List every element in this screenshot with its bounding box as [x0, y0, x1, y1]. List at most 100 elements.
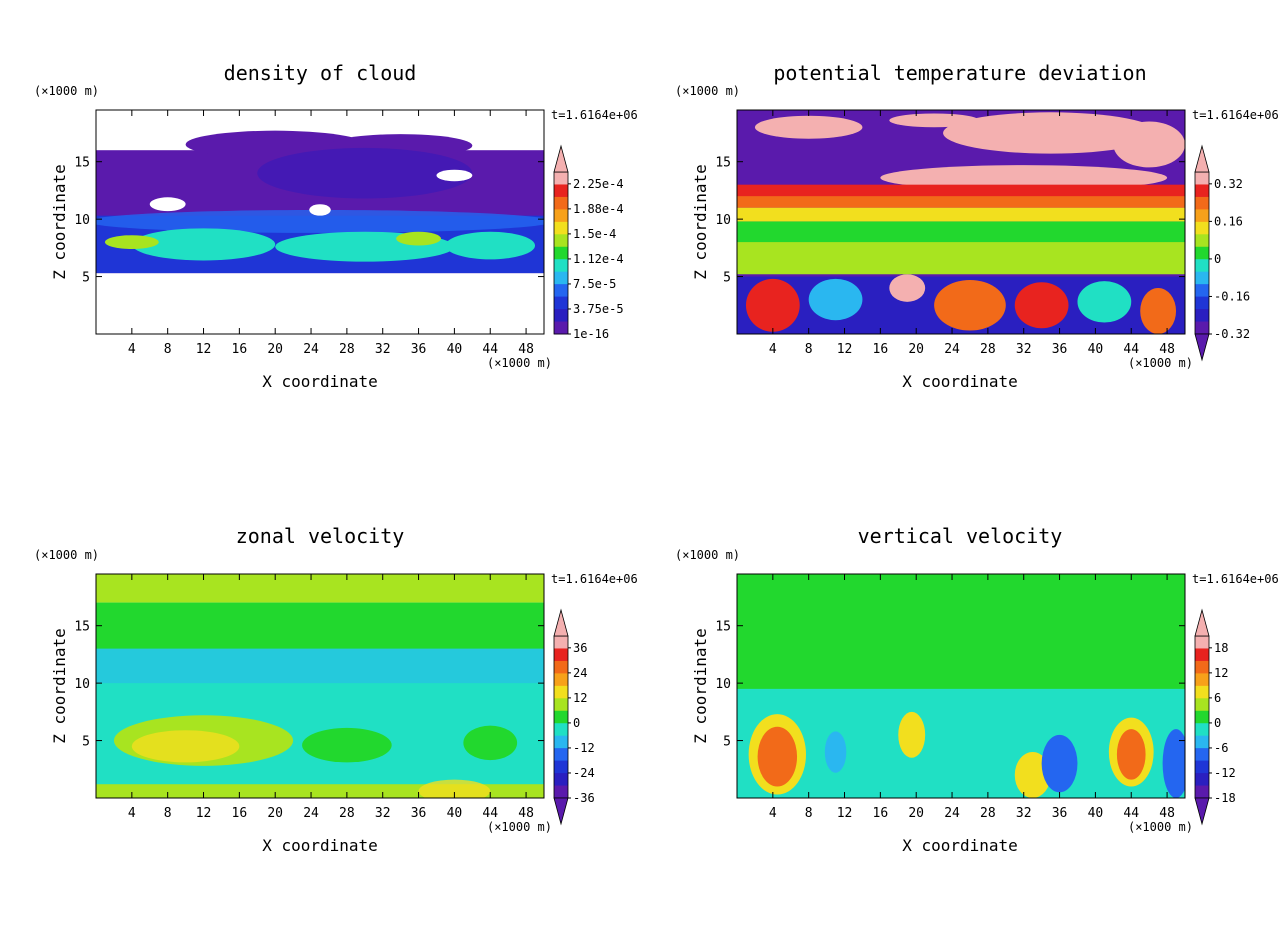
y-axis-unit: (×1000 m)	[675, 548, 740, 562]
y-tick-label: 5	[82, 271, 90, 286]
x-axis-unit: (×1000 m)	[1128, 356, 1193, 370]
colorbar-label: -36	[573, 791, 595, 805]
colorbar: 36 24 12 0 -12 -24 -36	[553, 608, 595, 826]
y-axis-label: Z coordinate	[691, 164, 710, 280]
y-axis-unit: (×1000 m)	[675, 84, 740, 98]
w-updraft-core	[757, 726, 798, 787]
colorbar-segment	[1195, 773, 1209, 787]
colorbar: 0.32 0.16 0 -0.16 -0.32	[1194, 144, 1250, 362]
colorbar-segment	[1195, 698, 1209, 712]
x-axis-label: X coordinate	[902, 836, 1018, 855]
x-tick-label: 36	[411, 342, 427, 357]
y-tick-label: 15	[715, 156, 731, 171]
y-tick-label: 10	[715, 213, 731, 228]
colorbar-segment	[554, 785, 568, 799]
colorbar-segment	[1195, 636, 1209, 649]
chart-title: vertical velocity	[858, 524, 1063, 548]
colorbar-segment	[554, 196, 568, 210]
theta-warm-plume	[1140, 288, 1177, 334]
colorbar-segment	[1195, 234, 1209, 248]
x-tick-label: 36	[1052, 342, 1068, 357]
colorbar-segment	[554, 723, 568, 737]
x-tick-label: 40	[447, 806, 463, 821]
colorbar-label: -0.16	[1214, 289, 1250, 303]
w-updraft	[898, 711, 926, 758]
colorbar-label: 1.88e-4	[573, 202, 624, 216]
colorbar-segment	[554, 209, 568, 223]
colorbar-segment	[1195, 785, 1209, 799]
theta-warm-patch	[754, 115, 863, 139]
x-tick-label: 8	[805, 342, 813, 357]
theta-warm-patch	[943, 112, 1159, 154]
colorbar-segment	[1195, 221, 1209, 235]
colorbar-segment	[554, 760, 568, 774]
colorbar-label: 7.5e-5	[573, 277, 616, 291]
chart-title: zonal velocity	[236, 524, 405, 548]
colorbar-segment	[554, 296, 568, 310]
x-tick-label: 24	[944, 806, 960, 821]
colorbar-segment	[554, 660, 568, 674]
x-tick-label: 28	[339, 806, 355, 821]
colorbar-label: -24	[573, 766, 595, 780]
colorbar-label: 18	[1214, 641, 1228, 655]
cloud-green-patch	[396, 231, 441, 246]
x-tick-label: 40	[1088, 342, 1104, 357]
colorbar-segment	[554, 172, 568, 185]
x-tick-label: 48	[518, 342, 534, 357]
plot-frame	[736, 109, 1186, 335]
colorbar: 18 12 6 0 -6 -12 -18	[1194, 608, 1236, 826]
y-tick-label: 15	[74, 620, 90, 635]
theta-cool-plume	[1077, 281, 1132, 323]
colorbar-segment	[1195, 723, 1209, 737]
colorbar-segment	[1195, 735, 1209, 749]
colorbar: 2.25e-4 1.88e-4 1.5e-4 1.12e-4 7.5e-5 3.75e-5…	[553, 144, 624, 341]
colorbar-label: 0	[1214, 252, 1221, 266]
x-tick-label: 4	[128, 806, 136, 821]
x-tick-label: 16	[873, 342, 889, 357]
colorbar-label: -18	[1214, 791, 1236, 805]
x-tick-label: 28	[339, 342, 355, 357]
colorbar-segment	[554, 271, 568, 285]
x-tick-label: 24	[303, 806, 319, 821]
x-tick-label: 32	[1016, 342, 1032, 357]
colorbar-segment	[1195, 271, 1209, 285]
u-yellow-core	[131, 730, 240, 763]
x-axis-label: X coordinate	[902, 372, 1018, 391]
colorbar-label: 6	[1214, 691, 1221, 705]
chart-title: potential temperature deviation	[773, 61, 1146, 85]
time-label: t=1.6164e+06	[1192, 108, 1279, 122]
colorbar-segment	[1195, 184, 1209, 198]
x-tick-label: 24	[944, 342, 960, 357]
colorbar-segment	[554, 773, 568, 787]
cloud-gap	[309, 204, 331, 216]
colorbar-label: -0.32	[1214, 327, 1250, 341]
y-axis-label: Z coordinate	[50, 164, 69, 280]
u-top-band	[96, 574, 544, 603]
u-surface-core	[418, 779, 491, 798]
y-tick-label: 5	[82, 735, 90, 750]
colorbar-segment	[1195, 710, 1209, 724]
x-tick-label: 20	[908, 342, 924, 357]
colorbar-segment	[554, 309, 568, 323]
colorbar-label: 2.25e-4	[573, 177, 624, 191]
x-axis-unit: (×1000 m)	[1128, 820, 1193, 834]
time-label: t=1.6164e+06	[551, 108, 638, 122]
colorbar-segment	[554, 184, 568, 198]
w-updraft-core	[1116, 729, 1146, 780]
y-axis-label: Z coordinate	[691, 628, 710, 744]
colorbar-segment	[1195, 196, 1209, 210]
colorbar-segment	[1195, 673, 1209, 687]
colorbar-segment	[554, 284, 568, 298]
u-upper-band	[96, 602, 544, 649]
plot-frame	[95, 573, 545, 799]
theta-warm-patch	[889, 113, 979, 128]
theta-warm-plume	[934, 280, 1006, 331]
contour-field	[96, 110, 544, 334]
x-tick-label: 8	[805, 806, 813, 821]
x-tick-label: 44	[482, 806, 498, 821]
colorbar-segment	[554, 710, 568, 724]
x-tick-label: 16	[232, 806, 248, 821]
x-tick-label: 16	[873, 806, 889, 821]
cloud-cyan-patch	[131, 228, 276, 261]
